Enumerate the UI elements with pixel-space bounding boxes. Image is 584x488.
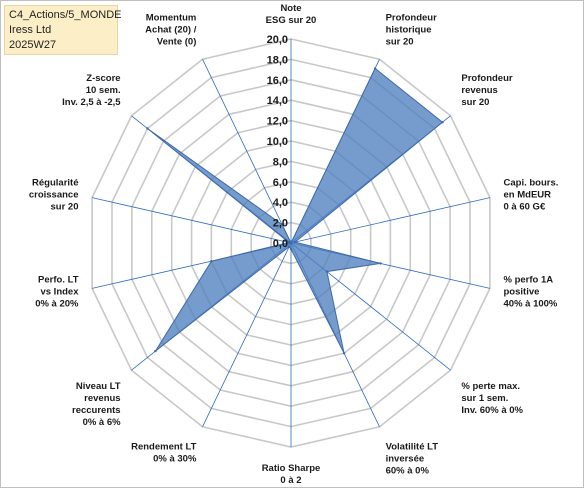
axis-label-line: % perte max. (461, 381, 520, 392)
axis-label-line: 0% à 6% (83, 417, 122, 428)
data-point (293, 240, 297, 244)
info-line-category: C4_Actions/5_MONDE (9, 9, 122, 21)
data-point (373, 67, 377, 70)
axis-label-line: Perfo. LT (38, 275, 79, 286)
axis-label-line: Vente (0) (157, 37, 197, 48)
axis-label-line: % perfo 1A (504, 275, 554, 286)
tick-label: 20,0 (267, 34, 288, 46)
info-line-company: Iress Ltd (9, 24, 52, 36)
axis-label-line: Niveau LT (76, 381, 121, 392)
axis-label-line: 0 à 60 G€ (504, 202, 546, 213)
axis-label-line: croissance (29, 190, 79, 201)
axis-label-line: Profondeur (461, 73, 512, 84)
axis-spoke (92, 197, 292, 244)
data-point (280, 223, 284, 226)
axis-label-line: historique (386, 25, 432, 36)
axis-label: Perfo. LT vs Index 0% à 20% (35, 275, 79, 310)
axis-spoke (290, 197, 490, 244)
axis-label-line: ESG sur 20 (266, 15, 317, 26)
data-point (146, 127, 149, 130)
axis-label-line: Rendement LT (131, 441, 196, 452)
axis-label-line: vs Index (40, 287, 79, 298)
axis-label: Ratio Sharpe 0 à 2 (262, 463, 321, 486)
axis-label-line: 0% à 20% (35, 299, 79, 310)
axis-label-line: sur 20 (51, 202, 79, 213)
tick-label: 12,0 (267, 116, 288, 128)
axis-label-line: Inv. 60% à 0% (461, 405, 523, 416)
axis-label-line: Momentum (146, 13, 197, 24)
axis-spoke (202, 242, 292, 427)
tick-label: 2,0 (273, 218, 288, 230)
axis-label-line: Note (280, 3, 301, 14)
data-point (210, 260, 213, 263)
data-point (379, 262, 382, 265)
axis-label: Profondeur revenus sur 20 (461, 73, 512, 108)
axis-label: Momentum Achat (20) / Vente (0) (145, 13, 197, 48)
tick-label: 10,0 (267, 136, 288, 148)
axis-spoke (202, 59, 292, 244)
axis-label: Capi. bours. en MdEUR 0 à 60 G€ (504, 178, 559, 213)
axis-label: Niveau LT revenus reccurents 0% à 6% (72, 381, 121, 428)
data-point (287, 241, 291, 244)
axis-label: Volatilité LT inversée 60% à 0% (386, 441, 439, 476)
data-point (441, 121, 444, 124)
tick-label: 8,0 (273, 156, 288, 168)
data-point (325, 270, 329, 273)
axis-label-line: Inv. 2,5 à -2,5 (62, 97, 121, 108)
axis-label-line: inversée (386, 453, 425, 464)
data-point (288, 245, 291, 248)
axis-label-line: sur 20 (386, 37, 414, 48)
tick-label: 16,0 (267, 75, 288, 87)
axis-label: % perte max. sur 1 sem. Inv. 60% à 0% (461, 381, 523, 416)
tick-label: 4,0 (273, 197, 288, 209)
tick-label: 18,0 (267, 54, 288, 66)
axis-label-line: 10 sem. (86, 85, 121, 96)
axis-label-line: Z-score (86, 73, 120, 84)
axis-label-line: 0 à 2 (280, 475, 301, 486)
data-point (154, 349, 157, 353)
axis-label-line: Achat (20) / (145, 25, 197, 36)
axis-label-line: Profondeur (386, 13, 437, 24)
data-point (289, 247, 293, 251)
tick-label: 0,0 (273, 238, 288, 250)
axis-label: % perfo 1A positive 40% à 100% (504, 275, 558, 310)
axis-label-line: positive (504, 287, 540, 298)
tick-label: 14,0 (267, 95, 288, 107)
axis-label: Rendement LT 0% à 30% (131, 441, 197, 464)
data-point (289, 241, 293, 245)
axis-label-line: Ratio Sharpe (262, 463, 321, 474)
axis-label-line: 60% à 0% (386, 465, 430, 476)
axis-label-line: Volatilité LT (386, 441, 439, 452)
axis-label: Note ESG sur 20 (266, 3, 317, 26)
axis-label-line: reccurents (72, 405, 121, 416)
axis-label-line: revenus (461, 85, 497, 96)
axis-label-line: Régularité (32, 178, 78, 189)
axis-label-line: sur 1 sem. (461, 393, 508, 404)
axis-label-line: 0% à 30% (153, 453, 197, 464)
axis-label: Z-score 10 sem. Inv. 2,5 à -2,5 (62, 73, 121, 108)
axis-label-line: sur 20 (461, 97, 489, 108)
info-line-week: 2025W27 (9, 39, 57, 51)
data-point (342, 352, 346, 355)
axis-label-line: 40% à 100% (504, 299, 558, 310)
tick-label: 6,0 (273, 177, 288, 189)
axis-label-line: en MdEUR (504, 190, 552, 201)
axis-label-line: revenus (84, 393, 120, 404)
info-box: C4_Actions/5_MONDE Iress Ltd 2025W27 (4, 5, 122, 55)
axis-label: Profondeur historique sur 20 (386, 13, 437, 48)
axis-label-line: Capi. bours. (504, 178, 559, 189)
data-series-area (147, 67, 444, 354)
axis-label: Régularité croissance sur 20 (29, 178, 79, 213)
